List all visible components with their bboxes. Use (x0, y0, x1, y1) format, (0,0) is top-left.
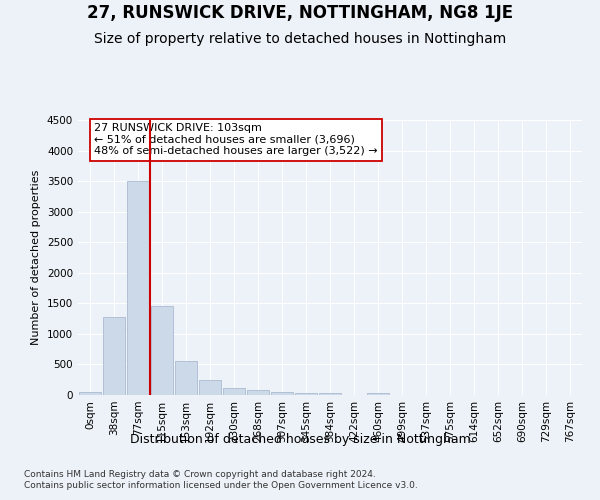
Y-axis label: Number of detached properties: Number of detached properties (31, 170, 41, 345)
Text: 27, RUNSWICK DRIVE, NOTTINGHAM, NG8 1JE: 27, RUNSWICK DRIVE, NOTTINGHAM, NG8 1JE (87, 4, 513, 22)
Bar (103, 317, 125, 395)
Bar (175, 361, 197, 395)
Bar (271, 392, 293, 395)
Text: Distribution of detached houses by size in Nottingham: Distribution of detached houses by size … (130, 432, 470, 446)
Bar (319, 393, 341, 395)
Bar (199, 380, 221, 395)
Bar (223, 388, 245, 395)
Bar (127, 181, 149, 395)
Bar (367, 393, 389, 395)
Text: Contains HM Land Registry data © Crown copyright and database right 2024.
Contai: Contains HM Land Registry data © Crown c… (24, 470, 418, 490)
Bar (295, 392, 317, 395)
Bar (79, 392, 101, 395)
Text: 27 RUNSWICK DRIVE: 103sqm
← 51% of detached houses are smaller (3,696)
48% of se: 27 RUNSWICK DRIVE: 103sqm ← 51% of detac… (94, 123, 378, 156)
Bar (247, 390, 269, 395)
Text: Size of property relative to detached houses in Nottingham: Size of property relative to detached ho… (94, 32, 506, 46)
Bar (151, 306, 173, 395)
